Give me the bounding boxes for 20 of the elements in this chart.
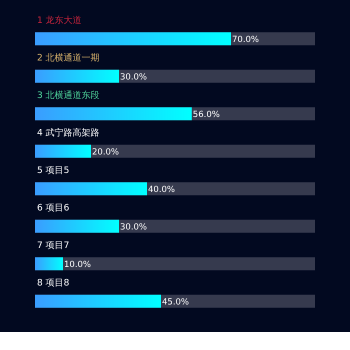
bar [35, 220, 119, 233]
y-tick-label: 8 项目8 [37, 278, 70, 288]
data-label: 56.0% [192, 110, 220, 120]
y-tick-label: 4 武宁路高架路 [37, 127, 100, 138]
data-label: 10.0% [64, 260, 92, 270]
y-tick-label: 5 项目5 [37, 166, 70, 176]
data-label: 30.0% [120, 222, 148, 232]
bar [35, 257, 63, 270]
data-label: 70.0% [232, 34, 260, 45]
y-tick-label: 1 龙东大道 [37, 14, 82, 26]
data-label: 40.0% [148, 184, 176, 195]
data-label: 20.0% [92, 147, 120, 158]
y-tick-label: 7 项目7 [37, 240, 70, 251]
data-label: 30.0% [120, 72, 148, 82]
y-tick-label: 6 项目6 [37, 203, 70, 214]
data-label: 45.0% [162, 297, 190, 308]
bar [35, 144, 91, 158]
bar [35, 70, 119, 83]
y-tick-label: 2 北横通道一期 [37, 52, 100, 64]
y-tick-label: 3 北横通道东段 [37, 90, 100, 101]
